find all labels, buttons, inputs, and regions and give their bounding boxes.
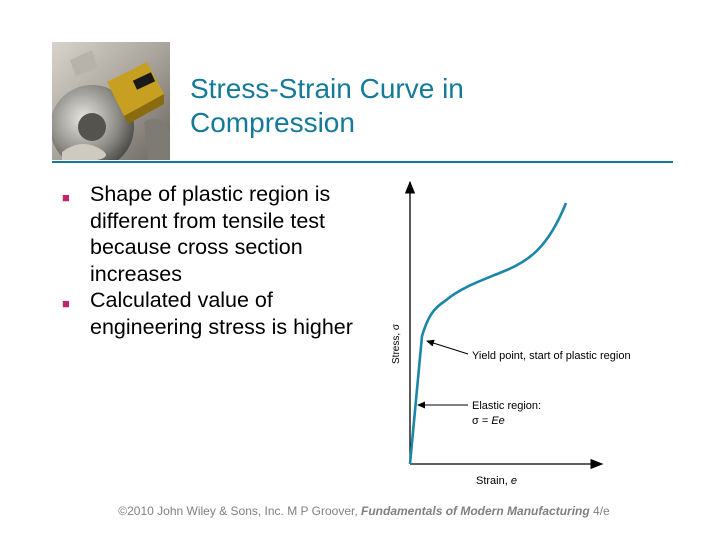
bullet-item: ■ Shape of plastic region is different f…	[62, 181, 382, 287]
footer-prefix: ©2010 John Wiley & Sons, Inc. M P Groove…	[118, 504, 362, 518]
footer-book-title: Fundamentals of Modern Manufacturing	[361, 504, 590, 518]
bullet-item: ■ Calculated value of engineering stress…	[62, 287, 382, 340]
stress-strain-diagram: Stress, σ Yield point, start of plastic …	[380, 176, 680, 496]
elastic-formula-symbol: Ee	[491, 415, 504, 427]
bullet-text: Calculated value of engineering stress i…	[90, 288, 353, 339]
elastic-formula-label: σ = Ee	[472, 415, 505, 427]
yield-pointer-arrow	[426, 339, 469, 355]
x-axis-label: Strain, e	[476, 475, 517, 487]
title-line-1: Stress-Strain Curve in	[190, 73, 464, 104]
elastic-formula-prefix: σ =	[472, 415, 491, 427]
bullet-text: Shape of plastic region is different fro…	[90, 182, 331, 286]
footer-suffix: 4/e	[589, 504, 610, 518]
bullet-marker-icon: ■	[62, 296, 70, 311]
bullet-list: ■ Shape of plastic region is different f…	[62, 181, 382, 340]
x-axis-label-prefix: Strain,	[476, 475, 511, 487]
title-underline	[52, 161, 673, 163]
title-line-2: Compression	[190, 107, 355, 138]
slide-footer: ©2010 John Wiley & Sons, Inc. M P Groove…	[0, 504, 728, 518]
stress-strain-curve	[408, 202, 568, 465]
elastic-region-label: Elastic region:	[472, 400, 541, 412]
slide-photo	[52, 42, 170, 160]
y-axis-label: Stress, σ	[391, 323, 402, 364]
yield-point-label: Yield point, start of plastic region	[472, 350, 631, 362]
x-axis-label-symbol: e	[511, 475, 517, 487]
slide-title: Stress-Strain Curve in Compression	[190, 72, 670, 140]
bullet-marker-icon: ■	[62, 190, 70, 205]
